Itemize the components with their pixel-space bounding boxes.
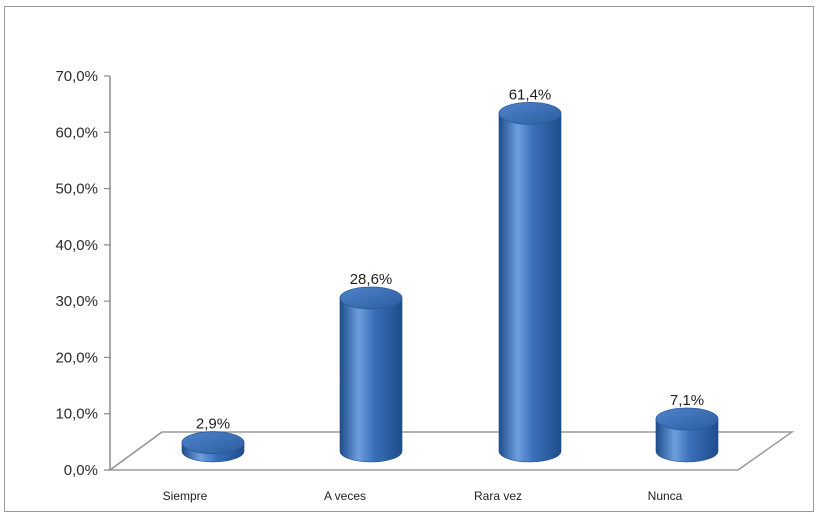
category-label: Siempre	[163, 489, 208, 503]
bar-top	[339, 286, 403, 310]
bar-body	[339, 297, 403, 463]
category-label: A veces	[324, 489, 366, 503]
bar	[181, 431, 245, 463]
y-tick-label: 0,0%	[64, 462, 98, 479]
chart-floor	[107, 431, 795, 471]
bar	[655, 407, 719, 463]
bar-top	[655, 407, 719, 431]
data-label: 7,1%	[670, 392, 704, 409]
y-tick-label: 60,0%	[55, 124, 98, 141]
y-tick-label: 50,0%	[55, 181, 98, 198]
bar-top	[181, 431, 245, 455]
y-axis: 0,0% 10,0% 20,0% 30,0% 40,0% 50,0% 60,0% 70,0%	[55, 68, 111, 479]
y-tick-label: 10,0%	[55, 406, 98, 423]
data-label: 61,4%	[509, 86, 552, 103]
bar	[339, 286, 403, 463]
y-tick-label: 20,0%	[55, 349, 98, 366]
bar	[498, 102, 562, 463]
labels: 2,9% Siempre 28,6% A veces 61,4% Rara vez 7,1%…	[163, 86, 704, 503]
bar-body	[498, 113, 562, 463]
y-tick-label: 30,0%	[55, 293, 98, 310]
bars	[181, 102, 719, 463]
data-label: 28,6%	[350, 271, 393, 288]
y-tick-label: 40,0%	[55, 237, 98, 254]
floor-left-edge	[109, 431, 163, 471]
bar-body	[655, 418, 719, 463]
data-label: 2,9%	[196, 416, 230, 433]
category-label: Rara vez	[474, 489, 522, 503]
y-tick-label: 70,0%	[55, 68, 98, 85]
category-label: Nunca	[648, 489, 683, 503]
bar-top	[498, 102, 562, 125]
